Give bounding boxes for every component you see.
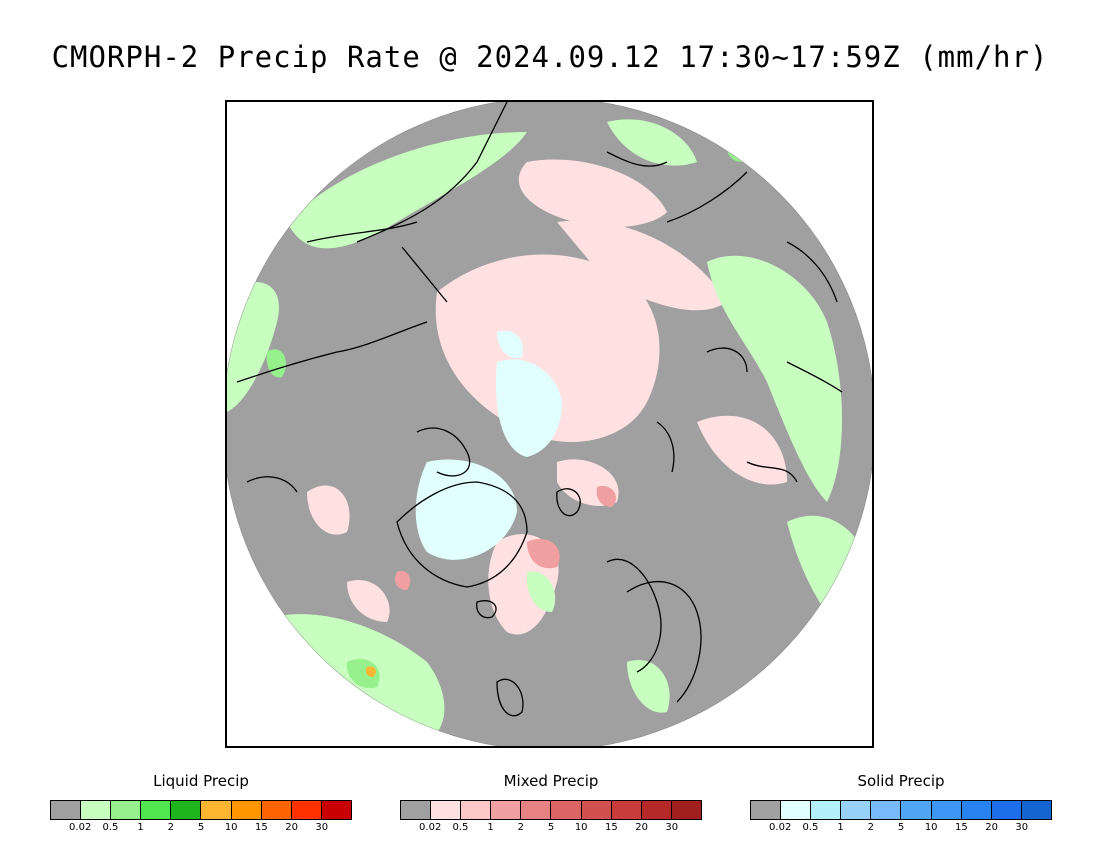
solid-precip-areas xyxy=(415,330,562,560)
legend-swatch xyxy=(431,801,462,819)
legend-liquid: Liquid Precip 0.02 0.5 1 2 5 10 15 20 30 xyxy=(50,770,352,836)
liquid-precip-moderate xyxy=(266,141,747,689)
legend-swatch xyxy=(321,801,351,819)
legend-tick-label: 5 xyxy=(547,822,555,833)
legend-swatch xyxy=(231,801,262,819)
polar-map-frame xyxy=(225,100,874,748)
legend-tick-label: 30 xyxy=(1015,822,1029,833)
legend-swatch xyxy=(841,801,872,819)
mixed-precip-areas xyxy=(307,159,787,635)
legend-mixed-title: Mixed Precip xyxy=(503,772,599,790)
legend-swatch xyxy=(781,801,812,819)
legend-mixed-ticks: 0.02 0.5 1 2 5 10 15 20 30 xyxy=(400,822,702,836)
legend-tick-label: 30 xyxy=(315,822,329,833)
legend-swatch xyxy=(1021,801,1051,819)
legend-swatch xyxy=(491,801,522,819)
legend-liquid-ticks: 0.02 0.5 1 2 5 10 15 20 30 xyxy=(50,822,352,836)
legend-solid-title: Solid Precip xyxy=(857,772,945,790)
legend-tick-label: 1 xyxy=(487,822,494,833)
legend-tick-label: 20 xyxy=(985,822,998,833)
legend-liquid-bar xyxy=(50,800,352,820)
legend-swatch xyxy=(551,801,582,819)
legend-tick-label: 0.5 xyxy=(102,822,119,833)
legend-swatch xyxy=(931,801,962,819)
map-title: CMORPH-2 Precip Rate @ 2024.09.12 17:30~… xyxy=(51,40,1049,74)
legend-tick-label: 20 xyxy=(285,822,298,833)
coastlines xyxy=(236,102,843,717)
legend-tick-label: 15 xyxy=(605,822,618,833)
legend-tick-label: 30 xyxy=(665,822,679,833)
legend-swatch xyxy=(581,801,612,819)
legend-mixed: Mixed Precip 0.02 0.5 1 2 5 10 15 20 30 xyxy=(400,770,702,836)
legend-solid-ticks: 0.02 0.5 1 2 5 10 15 20 30 xyxy=(750,822,1052,836)
legend-tick-label: 20 xyxy=(635,822,648,833)
legend-swatch xyxy=(901,801,932,819)
legend-swatch xyxy=(991,801,1022,819)
legend-solid-bar xyxy=(750,800,1052,820)
legend-swatch xyxy=(291,801,322,819)
legend-mixed-bar xyxy=(400,800,702,820)
legend-tick-label: 0.02 xyxy=(69,822,92,833)
legend-swatch xyxy=(461,801,492,819)
legend-tick-label: 1 xyxy=(137,822,144,833)
legend-tick-label: 0.02 xyxy=(419,822,442,833)
legend-tick-label: 15 xyxy=(955,822,968,833)
legend-swatch xyxy=(521,801,552,819)
legend-tick-label: 0.5 xyxy=(452,822,469,833)
legend-tick-label: 2 xyxy=(867,822,874,833)
mixed-precip-moderate xyxy=(395,486,617,590)
legend-swatch xyxy=(641,801,672,819)
polar-precip-map xyxy=(227,102,872,746)
legend-swatch xyxy=(811,801,842,819)
legend-swatch xyxy=(261,801,292,819)
legend-swatch xyxy=(81,801,112,819)
legend-tick-label: 5 xyxy=(897,822,905,833)
liquid-precip-heavy xyxy=(365,666,376,677)
legend-tick-label: 2 xyxy=(167,822,174,833)
legend-swatch xyxy=(751,801,782,819)
legend-swatch xyxy=(871,801,902,819)
legend-tick-label: 0.02 xyxy=(769,822,792,833)
legend-solid: Solid Precip 0.02 0.5 1 2 5 10 15 20 30 xyxy=(750,770,1052,836)
legend-swatch xyxy=(671,801,701,819)
legend-tick-label: 0.5 xyxy=(802,822,819,833)
legend-tick-label: 2 xyxy=(517,822,524,833)
legend-tick-label: 15 xyxy=(255,822,268,833)
legend-tick-label: 1 xyxy=(837,822,844,833)
legend-tick-label: 10 xyxy=(224,822,238,833)
legend-tick-label: 5 xyxy=(197,822,205,833)
legend-swatch xyxy=(111,801,142,819)
legend-swatch xyxy=(141,801,172,819)
legend-swatch xyxy=(611,801,642,819)
legend-swatch xyxy=(171,801,202,819)
legend-swatch xyxy=(961,801,992,819)
legend-liquid-title: Liquid Precip xyxy=(153,772,249,790)
legend-swatch xyxy=(201,801,232,819)
legend-tick-label: 10 xyxy=(924,822,938,833)
legend-swatch xyxy=(51,801,82,819)
legend-swatch xyxy=(401,801,432,819)
legend-tick-label: 10 xyxy=(574,822,588,833)
